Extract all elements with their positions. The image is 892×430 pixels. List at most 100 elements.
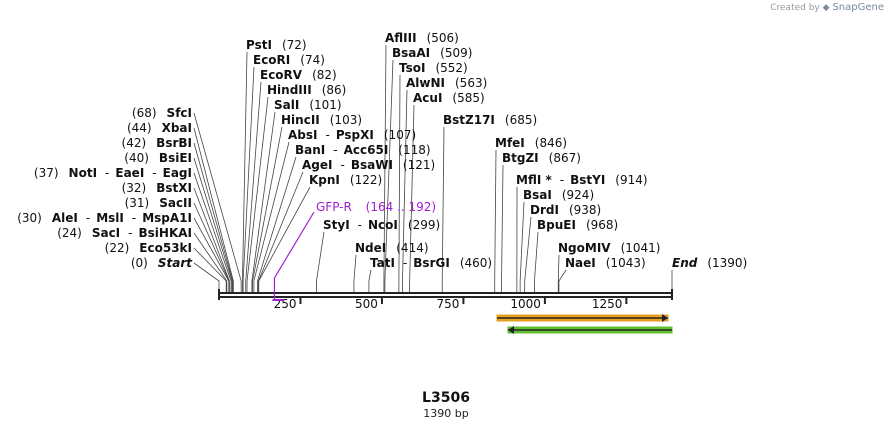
site-label-tsoi[interactable]: TsoI (552) (399, 61, 468, 75)
site-enzyme-name: BsaAI (392, 46, 430, 60)
site-label-start[interactable]: (0) Start (131, 256, 193, 270)
site-position: (118) (398, 143, 430, 157)
tick-label: 500 (355, 297, 378, 311)
site-position: (37) (34, 166, 59, 180)
site-label-end[interactable]: End (1390) (672, 256, 747, 270)
site-connector-bsai (519, 201, 525, 293)
site-position: (299) (408, 218, 440, 232)
site-position: (585) (452, 91, 484, 105)
site-position: (22) (105, 241, 130, 255)
site-label-bpuei[interactable]: BpuEI (968) (537, 218, 618, 232)
site-label-sacii[interactable]: (31) SacII (125, 196, 192, 210)
site-label-drdi[interactable]: DrdI (938) (530, 203, 601, 217)
site-position: (968) (586, 218, 618, 232)
site-connector-drdi (524, 216, 532, 293)
site-connector-bsaai (384, 59, 394, 293)
feature-green[interactable] (507, 326, 673, 334)
site-label-tati[interactable]: TatI - BsrGI (460) (370, 256, 492, 270)
site-connector-psti (242, 51, 248, 293)
site-position: (72) (282, 38, 307, 52)
site-connector-bstxi (193, 187, 230, 293)
site-enzyme-name: BsrBI (156, 136, 192, 150)
site-label-ecori[interactable]: EcoRI (74) (253, 53, 325, 67)
site-label-hindiii[interactable]: HindIII (86) (267, 83, 346, 97)
site-connector-btgzi (501, 164, 504, 293)
site-enzyme-name: EaeI (115, 166, 144, 180)
site-position: (42) (122, 136, 147, 150)
site-label-styi[interactable]: StyI - NcoI (299) (323, 218, 440, 232)
site-label-afliii[interactable]: AflIII (506) (385, 31, 459, 45)
site-connector-eco53ki (193, 247, 227, 293)
site-enzyme-name: EcoRI (253, 53, 290, 67)
site-enzyme-name: PstI (246, 38, 272, 52)
tick-label: 750 (437, 297, 460, 311)
site-label-bsai[interactable]: BsaI (924) (523, 188, 594, 202)
site-label-bsaai[interactable]: BsaAI (509) (392, 46, 472, 60)
site-label-agei[interactable]: AgeI - BsaWI (121) (302, 158, 435, 172)
snapgene-credit: Created by ◆ SnapGene (770, 2, 884, 13)
site-connector-ngomiv (557, 254, 560, 293)
site-label-bstxi[interactable]: (32) BstXI (122, 181, 192, 195)
site-label-ndei[interactable]: NdeI (414) (355, 241, 429, 255)
site-position: (552) (435, 61, 467, 75)
site-position: (122) (350, 173, 382, 187)
site-label-eco53ki[interactable]: (22) Eco53kI (105, 241, 192, 255)
site-label-hincii[interactable]: HincII (103) (281, 113, 362, 127)
site-label-saci[interactable]: (24) SacI - BsiHKAI (57, 226, 192, 240)
site-enzyme-name: BtgZI (502, 151, 539, 165)
site-enzyme-name: AleI (52, 211, 78, 225)
site-labels: (0) Start(22) Eco53kI(24) SacI - BsiHKAI (30) A… (17, 31, 747, 270)
site-enzyme-name: NaeI (565, 256, 596, 270)
site-label-bsrbi[interactable]: (42) BsrBI (122, 136, 192, 150)
site-connector-bstz17i (441, 126, 445, 293)
site-connector-bsrbi (193, 142, 234, 293)
snapgene-logo-icon: ◆ (822, 3, 830, 13)
site-label-naei[interactable]: NaeI (1043) (565, 256, 646, 270)
site-position: (0) (131, 256, 148, 270)
site-position: (74) (300, 53, 325, 67)
site-enzyme-name: AgeI (302, 158, 332, 172)
site-label-acui[interactable]: AcuI (585) (413, 91, 485, 105)
site-label-ngomiv[interactable]: NgoMIV (1041) (558, 241, 660, 255)
site-connector-ecori (242, 66, 255, 293)
site-label-psti[interactable]: PstI (72) (246, 38, 307, 52)
feature-orange[interactable] (496, 314, 669, 322)
site-connector-mfei (494, 149, 497, 293)
site-label-kpni[interactable]: KpnI (122) (309, 173, 382, 187)
site-label-mfei[interactable]: MfeI (846) (495, 136, 567, 150)
site-enzyme-name: SfcI (167, 106, 192, 120)
site-connector-sfci (193, 112, 242, 293)
site-label-bsiei[interactable]: (40) BsiEI (124, 151, 192, 165)
site-label-btgzi[interactable]: BtgZI (867) (502, 151, 581, 165)
site-position: (121) (403, 158, 435, 172)
site-position: (101) (309, 98, 341, 112)
site-position: (30) (17, 211, 42, 225)
site-label-sali[interactable]: SalI (101) (274, 98, 342, 112)
site-label-sfci[interactable]: (68) SfcI (132, 106, 192, 120)
axis-ticks: 250 500 750 1000 1250 (274, 297, 628, 311)
site-label-alei[interactable]: (30) AleI - MslI - MspA1I (17, 211, 192, 225)
primer-range: (164 .. 192) (366, 200, 436, 214)
site-separator: - (128, 226, 132, 240)
site-label-absi[interactable]: AbsI - PspXI (107) (288, 128, 416, 142)
site-connector-bani (257, 156, 297, 293)
site-label-noti[interactable]: (37) NotI - EaeI - EagI (34, 166, 192, 180)
site-label-bani[interactable]: BanI - Acc65I (118) (295, 143, 431, 157)
site-connector-alei (193, 217, 230, 293)
site-label-alwni[interactable]: AlwNI (563) (406, 76, 487, 90)
site-label-mfli[interactable]: MflI * - BstYI (914) (516, 173, 648, 187)
site-connector-styi (316, 231, 325, 293)
site-enzyme-name: NotI (69, 166, 98, 180)
primer-gfp-r[interactable]: GFP-R (164 .. 192) (272, 200, 436, 301)
tick-label: 1250 (592, 297, 623, 311)
site-position: (103) (330, 113, 362, 127)
site-position: (1043) (606, 256, 646, 270)
site-connector-bsiei (193, 157, 233, 293)
site-label-ecorv[interactable]: EcoRV (82) (260, 68, 337, 82)
site-label-xbai[interactable]: (44) XbaI (127, 121, 192, 135)
tick-label: 1000 (510, 297, 541, 311)
site-enzyme-name: BanI (295, 143, 325, 157)
site-label-bstz17i[interactable]: BstZ17I (685) (443, 113, 537, 127)
site-enzyme-name: Start (158, 256, 193, 270)
site-enzyme-name: End (672, 256, 698, 270)
